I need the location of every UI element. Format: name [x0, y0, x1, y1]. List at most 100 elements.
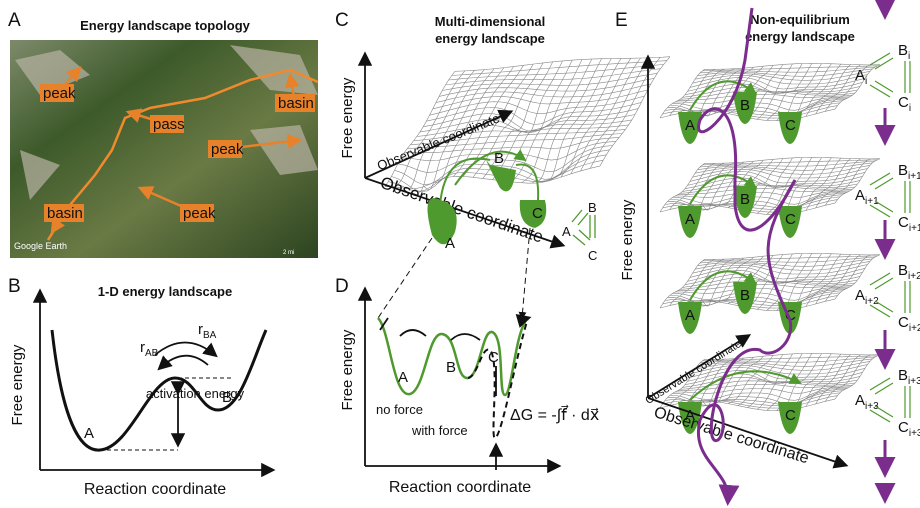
panel-label: C [335, 10, 349, 31]
panel-label: D [335, 276, 349, 297]
state-symbol: B [898, 367, 908, 384]
map-label: peak [211, 141, 244, 158]
state-symbol: A [855, 392, 865, 409]
state-symbol: C [898, 314, 909, 331]
state-symbol: A [855, 187, 865, 204]
curve-label: no force [376, 402, 423, 417]
map-label: pass [153, 116, 185, 133]
well-label: B [446, 359, 456, 376]
scheme-label: A [562, 224, 571, 239]
state-symbol: A [855, 287, 865, 304]
state-label: Ai+2 [855, 287, 879, 307]
y-axis-label: Free energy [9, 344, 26, 425]
panel-b: B 1-D energy landscape Free energy React… [8, 276, 272, 498]
scheme-label: C [588, 248, 597, 263]
state-label: Bi+3 [898, 367, 920, 387]
map-credit: Google Earth [14, 241, 67, 251]
mesh-line [703, 160, 878, 165]
mesh-line [670, 163, 715, 209]
transition-arrow [380, 318, 528, 340]
state-label: A [84, 425, 94, 442]
panel-label: B [8, 276, 21, 297]
map-label: peak [183, 205, 216, 222]
state-symbol: B [898, 42, 908, 59]
state-subscript: i+3 [909, 428, 920, 439]
well-label: C [785, 117, 796, 134]
well-label: A [685, 117, 695, 134]
state-subscript: i+1 [908, 171, 920, 182]
panel-title: 1-D energy landscape [98, 284, 232, 299]
state-symbol: C [898, 419, 909, 436]
mesh-line [670, 259, 715, 305]
mesh-line [436, 84, 651, 103]
y-axis-label: Free energy [339, 329, 356, 410]
well-label: C [488, 349, 499, 366]
mesh-line [502, 60, 572, 181]
panel-d: D Free energy Reaction coordinate A B C … [335, 276, 599, 496]
well-label: B [494, 150, 504, 167]
mesh-line [670, 69, 715, 115]
figure: A Energy landscape topology peak basin pas… [0, 0, 920, 508]
well-label: A [685, 211, 695, 228]
mesh-line [385, 71, 455, 186]
state-label: Ci [898, 94, 911, 114]
state-label: Ai+3 [855, 392, 879, 412]
equation: ΔG = -∫f⃗ · dx⃗ [510, 404, 599, 424]
well-label: B [740, 287, 750, 304]
state-subscript: i [865, 76, 867, 87]
panel-title: Multi-dimensional [435, 14, 546, 29]
map-label: peak [43, 85, 76, 102]
state-symbol: B [898, 262, 908, 279]
map-scale: 2 mi [283, 250, 294, 256]
mesh-line [551, 58, 621, 180]
state-subscript: i+1 [909, 223, 920, 234]
map-label: basin [278, 95, 314, 112]
page: A Energy landscape topology peak basin pas… [0, 0, 920, 508]
mesh-line [703, 66, 878, 71]
mesh-line [522, 59, 592, 183]
well-label: B [740, 191, 750, 208]
x-axis-label: Reaction coordinate [84, 481, 226, 498]
scheme-arrow [870, 273, 910, 317]
scheme-arrow [870, 378, 910, 422]
state-label: Ci+2 [898, 314, 920, 334]
state-label: Bi+2 [898, 262, 920, 282]
curve-label: with force [411, 423, 468, 438]
state-label: Bi [898, 42, 910, 62]
rate-subscript: BA [203, 330, 217, 341]
state-subscript: i+3 [908, 376, 920, 387]
rate-subscript: AB [145, 348, 159, 359]
x-axis-label: Reaction coordinate [389, 479, 531, 496]
barrier-label: activation energy [146, 386, 245, 401]
well-label: A [398, 369, 408, 386]
state-subscript: i+2 [908, 271, 920, 282]
well-label: A [445, 235, 455, 252]
well-label: C [785, 211, 796, 228]
panel-label: A [8, 10, 21, 31]
rate-label: rAB [140, 339, 159, 359]
panel-title: energy landscape [745, 29, 855, 44]
state-label: Ci+1 [898, 214, 920, 234]
scheme-arrow [870, 173, 910, 217]
state-symbol: C [898, 214, 909, 231]
scheme-label: B [588, 200, 597, 215]
rate-arrow [155, 343, 215, 356]
panel-title: energy landscape [435, 31, 545, 46]
panel-title: Energy landscape topology [80, 18, 251, 33]
scheme-arrow [572, 210, 595, 245]
scheme-arrow [870, 53, 910, 97]
state-subscript: i [908, 51, 910, 62]
mesh-line [455, 57, 670, 72]
well-label: C [532, 205, 543, 222]
rate-arrow [160, 356, 208, 368]
y-axis-label: Free energy [339, 77, 356, 158]
mesh-line [561, 58, 631, 177]
rate-label: rBA [198, 321, 217, 341]
state-label: Ci+3 [898, 419, 920, 439]
state-subscript: i+2 [909, 323, 920, 334]
state-symbol: B [898, 162, 908, 179]
well-label: A [685, 307, 695, 324]
state-label: Bi+1 [898, 162, 920, 182]
y-axis-label: Free energy [619, 199, 636, 280]
mesh-line [439, 78, 654, 96]
